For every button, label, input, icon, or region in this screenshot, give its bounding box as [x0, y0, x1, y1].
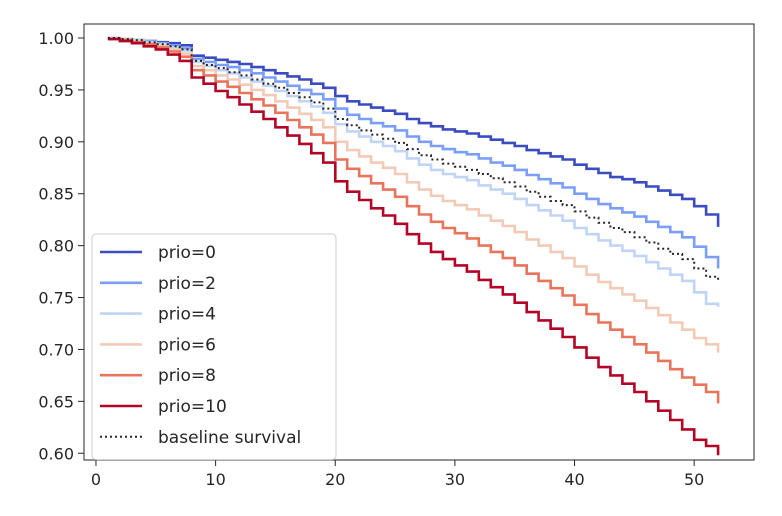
- legend: prio=0 prio=2 prio=4 prio=6 prio=8 prio=10 bas…: [91, 233, 337, 461]
- y-tick-label: 1.00: [38, 29, 74, 48]
- series-line-prio-6: [107, 36, 720, 353]
- legend-label: prio=10: [158, 397, 227, 417]
- legend-box: [91, 233, 337, 461]
- y-tick-label: 0.95: [38, 81, 74, 100]
- legend-label: prio=2: [158, 274, 216, 294]
- series-line-prio-2: [107, 36, 720, 269]
- plot-frame: [83, 23, 755, 461]
- y-tick-label: 0.80: [38, 237, 74, 256]
- legend-label: prio=6: [158, 335, 216, 355]
- plot-lines: [107, 36, 720, 456]
- x-tick-label: 40: [564, 470, 584, 489]
- series-line-prio-10: [107, 37, 720, 456]
- y-tick-label: 0.65: [38, 392, 74, 411]
- legend-label: baseline survival: [158, 428, 301, 448]
- series-line-prio-0: [107, 36, 720, 227]
- y-axis: 0.60 0.65 0.70 0.75 0.80 0.85 0.90 0.95 1.00: [38, 29, 84, 463]
- legend-label: prio=0: [158, 243, 216, 263]
- x-tick-label: 50: [684, 470, 704, 489]
- y-tick-label: 0.70: [38, 340, 74, 359]
- x-tick-label: 0: [91, 470, 101, 489]
- y-tick-label: 0.85: [38, 185, 74, 204]
- y-tick-label: 0.90: [38, 133, 74, 152]
- legend-label: prio=4: [158, 305, 216, 325]
- series-line-prio-8: [107, 37, 720, 404]
- x-tick-label: 30: [445, 470, 465, 489]
- y-tick-label: 0.75: [38, 289, 74, 308]
- x-tick-label: 10: [205, 470, 225, 489]
- y-tick-label: 0.60: [38, 444, 74, 463]
- legend-label: prio=8: [158, 366, 216, 386]
- x-tick-label: 20: [325, 470, 345, 489]
- x-axis: 0 10 20 30 40 50: [91, 460, 704, 489]
